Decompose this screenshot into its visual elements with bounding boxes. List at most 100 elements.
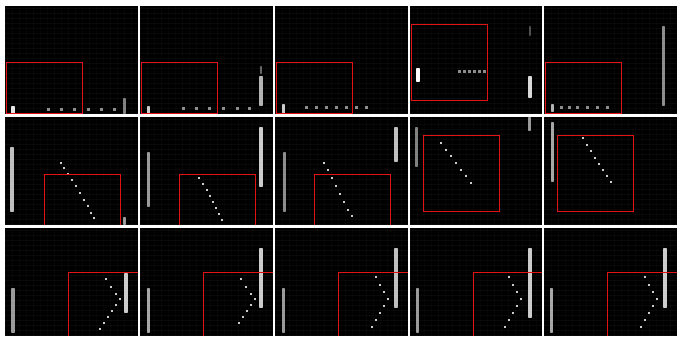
roi-box (473, 272, 542, 336)
signal-dot (371, 326, 373, 328)
signal-dot (79, 192, 81, 194)
vertical-streak (260, 66, 262, 74)
signal-dot (640, 326, 642, 328)
signal-dot (240, 278, 242, 280)
signal-dot (100, 108, 103, 111)
signal-dot (468, 70, 471, 73)
image-panel-r3-c3 (275, 228, 408, 336)
image-panel-r1-c2 (140, 6, 273, 114)
signal-dot (327, 169, 329, 171)
signal-dot (347, 209, 349, 211)
signal-dot (242, 316, 244, 318)
signal-dot (568, 106, 571, 109)
signal-dot (111, 310, 113, 312)
signal-dot (375, 319, 377, 321)
image-panel-r3-c1 (5, 228, 138, 336)
signal-dot (478, 70, 481, 73)
signal-dot (508, 319, 510, 321)
signal-dot (93, 217, 95, 219)
vertical-streak (662, 26, 665, 106)
signal-dot (47, 108, 50, 111)
signal-dot (323, 162, 325, 164)
image-panel-r1-c1 (5, 6, 138, 114)
panel-signal-layer (147, 66, 263, 114)
vertical-streak (259, 76, 263, 106)
roi-box (545, 62, 622, 114)
bright-streak (10, 147, 14, 212)
signal-dot (455, 162, 457, 164)
image-panel-r2-c5 (544, 117, 677, 225)
signal-dot (596, 106, 599, 109)
roi-box (44, 174, 121, 225)
signal-dot (387, 298, 389, 300)
signal-dot (458, 70, 461, 73)
signal-dot (644, 319, 646, 321)
signal-dot (610, 181, 612, 183)
signal-dot (365, 106, 368, 109)
roi-box (314, 174, 391, 225)
panel-signal-layer (416, 248, 532, 333)
bright-streak (147, 288, 150, 333)
signal-dot (351, 215, 353, 217)
roi-box (557, 135, 634, 212)
signal-dot (248, 107, 251, 110)
signal-dot (208, 107, 211, 110)
signal-dot (202, 183, 204, 185)
signal-dot (343, 201, 345, 203)
signal-dot (218, 213, 220, 215)
signal-dot (383, 291, 385, 293)
signal-dot (238, 322, 240, 324)
signal-dot (375, 276, 377, 278)
image-panel-r3-c5 (544, 228, 677, 336)
panel-signal-layer (11, 98, 126, 114)
signal-dot (115, 293, 117, 295)
roi-box (179, 174, 256, 225)
vertical-streak (124, 273, 128, 313)
bright-streak (11, 106, 15, 114)
signal-dot (335, 185, 337, 187)
bright-streak (415, 127, 418, 167)
vertical-streak (123, 98, 126, 114)
vertical-streak (528, 117, 531, 131)
vertical-streak (529, 26, 531, 36)
signal-dot (87, 205, 89, 207)
bright-streak (283, 152, 286, 212)
signal-dot (345, 106, 348, 109)
signal-dot (119, 298, 121, 300)
signal-dot (107, 316, 109, 318)
bright-streak (416, 288, 419, 333)
signal-dot (460, 169, 462, 171)
vertical-streak (259, 248, 263, 308)
signal-dot (465, 175, 467, 177)
signal-dot (215, 207, 217, 209)
signal-dot (339, 193, 341, 195)
signal-dot (473, 70, 476, 73)
signal-dot (250, 304, 252, 306)
signal-dot (246, 310, 248, 312)
image-panel-r2-c3 (275, 117, 408, 225)
signal-dot (75, 185, 77, 187)
vertical-streak (123, 217, 126, 225)
roi-box (141, 62, 218, 114)
signal-dot (325, 106, 328, 109)
signal-dot (71, 179, 73, 181)
image-panel-r3-c4 (410, 228, 542, 336)
signal-dot (648, 312, 650, 314)
signal-dot (590, 150, 592, 152)
roi-box (607, 272, 677, 336)
image-panel-r3-c2 (140, 228, 273, 336)
vertical-streak (394, 127, 398, 162)
vertical-streak (528, 248, 532, 318)
signal-dot (648, 284, 650, 286)
signal-dot (105, 278, 107, 280)
signal-dot (315, 106, 318, 109)
bright-streak (551, 122, 554, 182)
signal-dot (182, 107, 185, 110)
signal-dot (582, 137, 584, 139)
signal-dot (90, 212, 92, 214)
signal-dot (113, 108, 116, 111)
bright-streak (551, 104, 554, 112)
signal-dot (73, 108, 76, 111)
signal-dot (508, 276, 510, 278)
